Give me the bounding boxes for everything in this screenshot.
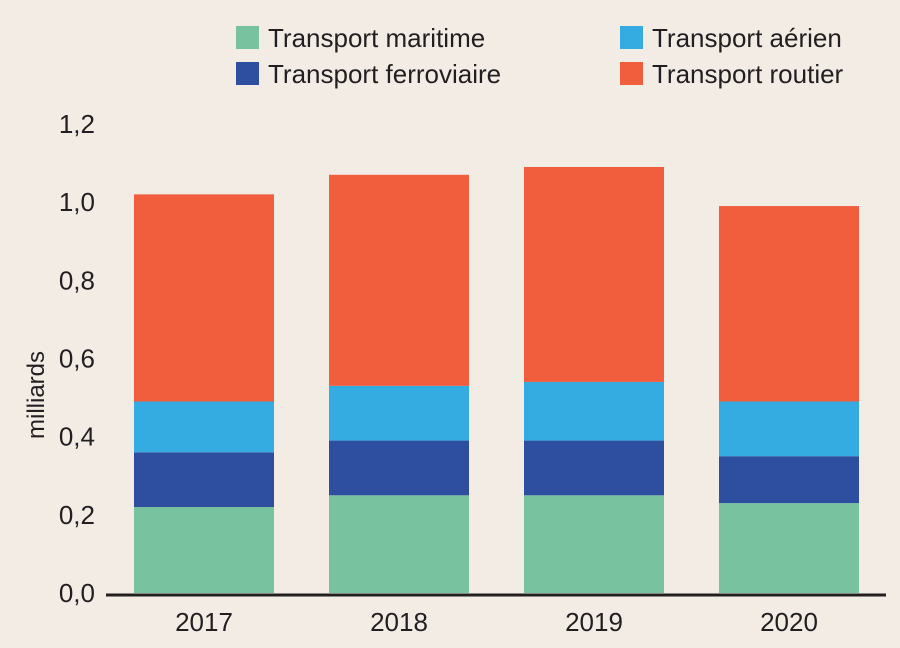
legend-label: Transport maritime bbox=[268, 23, 485, 53]
bar-segment bbox=[524, 381, 664, 441]
legend-swatch bbox=[620, 62, 643, 85]
y-tick-label: 0,2 bbox=[59, 500, 95, 530]
x-tick-label: 2018 bbox=[370, 607, 428, 637]
x-tick-label: 2020 bbox=[760, 607, 818, 637]
y-axis-ticks: 0,0 0,2 0,4 0,6 0,8 1,0 1,2 bbox=[59, 109, 95, 608]
legend-label: Transport routier bbox=[652, 59, 844, 89]
legend-swatch bbox=[236, 26, 259, 49]
bar-segment bbox=[329, 174, 469, 386]
bar-segment bbox=[719, 503, 859, 593]
bar-segment bbox=[524, 495, 664, 593]
y-tick-label: 0,8 bbox=[59, 265, 95, 295]
bar-segment bbox=[719, 456, 859, 504]
bar-segment bbox=[719, 401, 859, 457]
x-axis-ticks: 2017 2018 2019 2020 bbox=[175, 607, 818, 637]
bar-segment bbox=[134, 507, 274, 593]
bar-segment bbox=[329, 385, 469, 441]
x-tick-label: 2019 bbox=[565, 607, 623, 637]
y-tick-label: 0,0 bbox=[59, 578, 95, 608]
y-tick-label: 1,0 bbox=[59, 187, 95, 217]
legend-label: Transport ferroviaire bbox=[268, 59, 501, 89]
y-tick-label: 0,6 bbox=[59, 344, 95, 374]
x-tick-label: 2017 bbox=[175, 607, 233, 637]
bar-segment bbox=[524, 440, 664, 496]
y-tick-label: 0,4 bbox=[59, 422, 95, 452]
legend: Transport maritime Transport aérien Transp… bbox=[236, 23, 844, 89]
bar-segment bbox=[134, 452, 274, 508]
bar-segment bbox=[134, 194, 274, 402]
legend-label: Transport aérien bbox=[652, 23, 842, 53]
y-tick-label: 1,2 bbox=[59, 109, 95, 139]
y-axis-title: milliards bbox=[23, 351, 50, 439]
bars bbox=[134, 166, 859, 593]
legend-swatch bbox=[620, 26, 643, 49]
bar-segment bbox=[329, 440, 469, 496]
bar-segment bbox=[719, 206, 859, 402]
bar-segment bbox=[524, 166, 664, 382]
bar-segment bbox=[134, 401, 274, 453]
legend-swatch bbox=[236, 62, 259, 85]
bar-segment bbox=[329, 495, 469, 593]
